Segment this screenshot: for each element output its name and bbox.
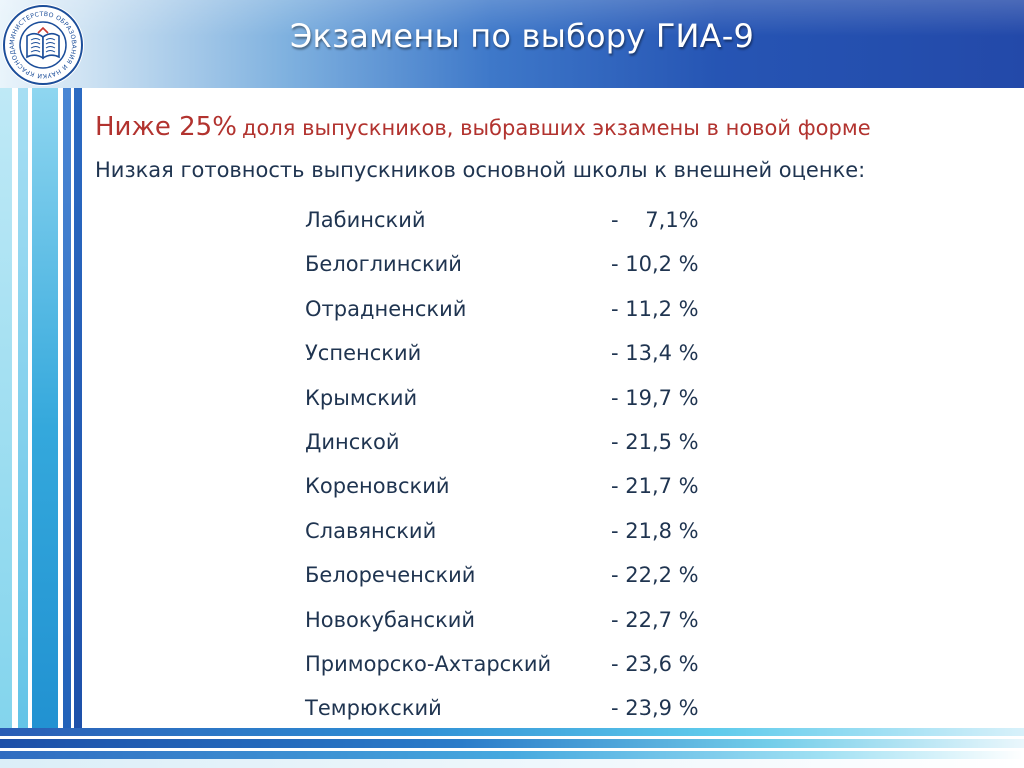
district-value: - 23,6 % bbox=[611, 651, 699, 676]
list-item: Белоглинский - 10,2 % bbox=[305, 248, 735, 292]
district-name: Славянский bbox=[305, 518, 437, 543]
list-item: Успенский - 13,4 % bbox=[305, 337, 735, 381]
list-item: Отрадненский - 11,2 % bbox=[305, 293, 735, 337]
list-item: Новокубанский - 22,7 % bbox=[305, 604, 735, 648]
district-value: - 7,1% bbox=[611, 208, 699, 232]
district-name: Лабинский bbox=[305, 208, 426, 232]
book-emblem-icon: МИНИСТЕРСТВО ОБРАЗОВАНИЯ И НАУКИ КРАСНОД… bbox=[0, 0, 84, 86]
district-name: Новокубанский bbox=[305, 607, 476, 632]
district-value: - 22,2 % bbox=[611, 563, 699, 588]
headline: Ниже 25% доля выпускников, выбравших экз… bbox=[95, 112, 871, 142]
district-value: - 13,4 % bbox=[611, 341, 699, 366]
left-decorative-stripes bbox=[0, 88, 84, 768]
district-name: Крымский bbox=[305, 385, 418, 410]
list-item: Лабинский - 7,1% bbox=[305, 204, 735, 248]
district-value: - 10,2 % bbox=[611, 252, 699, 277]
bottom-decorative-stripes bbox=[0, 728, 1024, 768]
district-value: - 21,8 % bbox=[611, 518, 699, 543]
district-name: Динской bbox=[305, 429, 400, 454]
district-value: - 21,5 % bbox=[611, 429, 699, 454]
district-value: - 11,2 % bbox=[611, 296, 699, 321]
list-item: Динской - 21,5 % bbox=[305, 426, 735, 470]
list-item: Славянский - 21,8 % bbox=[305, 515, 735, 559]
headline-text: доля выпускников, выбравших экзамены в н… bbox=[242, 116, 871, 140]
district-name: Успенский bbox=[305, 341, 422, 366]
district-value: - 22,7 % bbox=[611, 607, 699, 632]
subhead: Низкая готовность выпускников основной ш… bbox=[95, 158, 866, 182]
list-item: Приморско-Ахтарский - 23,6 % bbox=[305, 648, 735, 692]
list-item: Белореченский - 22,2 % bbox=[305, 559, 735, 603]
header-band: Экзамены по выбору ГИА-9 bbox=[0, 0, 1024, 88]
header-sheen bbox=[0, 0, 1024, 36]
district-name: Отрадненский bbox=[305, 296, 467, 321]
list-item: Темрюкский - 23,9 % bbox=[305, 692, 735, 736]
page-title: Экзамены по выбору ГИА-9 bbox=[290, 17, 755, 55]
district-name: Белореченский bbox=[305, 563, 476, 588]
district-name: Кореновский bbox=[305, 474, 450, 499]
district-value: - 21,7 % bbox=[611, 474, 699, 499]
list-item: Кореновский - 21,7 % bbox=[305, 470, 735, 514]
district-name: Приморско-Ахтарский bbox=[305, 651, 552, 676]
district-value: - 23,9 % bbox=[611, 696, 699, 721]
district-name: Темрюкский bbox=[305, 696, 442, 721]
district-name: Белоглинский bbox=[305, 252, 462, 277]
district-list: Лабинский - 7,1% Белоглинский - 10,2 % О… bbox=[305, 204, 735, 737]
district-value: - 19,7 % bbox=[611, 385, 699, 410]
headline-percentage: Ниже 25% bbox=[95, 112, 237, 142]
list-item: Крымский - 19,7 % bbox=[305, 382, 735, 426]
